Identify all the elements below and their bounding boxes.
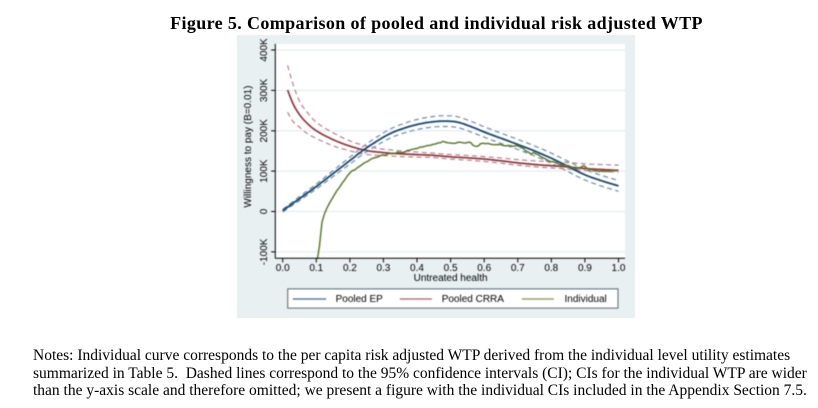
svg-text:0.7: 0.7 xyxy=(511,263,525,274)
svg-text:0.1: 0.1 xyxy=(309,263,323,274)
svg-text:-100K: -100K xyxy=(259,238,270,265)
svg-text:0.3: 0.3 xyxy=(376,263,390,274)
svg-text:Pooled CRRA: Pooled CRRA xyxy=(442,294,505,305)
svg-text:0.5: 0.5 xyxy=(444,263,458,274)
svg-text:0.0: 0.0 xyxy=(276,263,290,274)
svg-text:0.6: 0.6 xyxy=(477,263,491,274)
svg-text:Pooled EP: Pooled EP xyxy=(336,294,384,305)
svg-text:Willingness to pay (B=0.01): Willingness to pay (B=0.01) xyxy=(243,86,254,208)
svg-text:400K: 400K xyxy=(259,38,270,62)
svg-text:0.4: 0.4 xyxy=(410,263,424,274)
svg-text:0.8: 0.8 xyxy=(544,263,558,274)
svg-text:0.2: 0.2 xyxy=(343,263,357,274)
svg-text:Untreated health: Untreated health xyxy=(414,273,488,284)
svg-text:300K: 300K xyxy=(259,78,270,102)
svg-text:100K: 100K xyxy=(259,159,270,183)
svg-text:1.0: 1.0 xyxy=(612,263,626,274)
svg-text:200K: 200K xyxy=(259,119,270,143)
svg-text:0: 0 xyxy=(259,208,270,214)
svg-text:Individual: Individual xyxy=(565,294,607,305)
svg-text:0.9: 0.9 xyxy=(578,263,592,274)
